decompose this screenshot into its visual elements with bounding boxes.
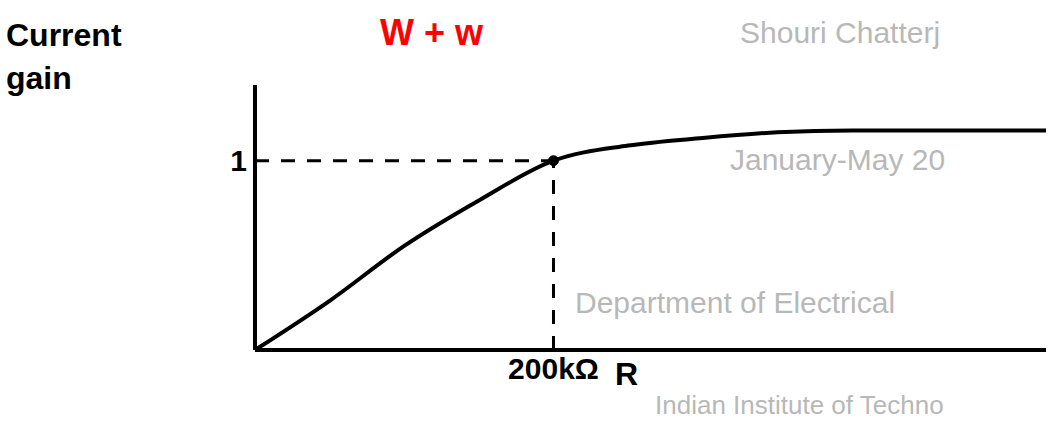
svg-text:1: 1	[230, 144, 247, 177]
html-text:Shouri Chatterj: Shouri Chatterj	[740, 16, 941, 49]
html-text:R: R	[615, 356, 639, 392]
html-text:Department of Electrical: Department of Electrical	[575, 286, 896, 319]
html-text:Current gain: Current gain	[6, 17, 122, 97]
html-text:January-May 20: January-May 20	[730, 143, 946, 176]
html-text:W + w: W + w	[380, 12, 483, 53]
html-text:Indian Institute of Techno: Indian Institute of Techno	[655, 390, 944, 420]
svg-text:200kΩ: 200kΩ	[508, 352, 599, 385]
